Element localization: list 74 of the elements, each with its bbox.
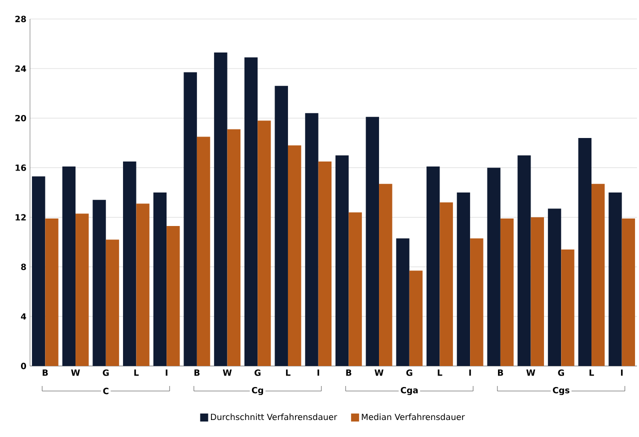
bar <box>548 208 562 366</box>
legend-label: Median Verfahrensdauer <box>362 414 465 420</box>
bar <box>153 192 167 366</box>
bar <box>396 238 410 366</box>
bar <box>335 155 349 366</box>
x-tick-label: W <box>526 370 536 376</box>
bar <box>123 162 136 366</box>
x-tick-label: L <box>286 370 290 376</box>
bar <box>561 250 574 366</box>
bar <box>305 113 318 366</box>
x-tick-label: L <box>438 370 442 376</box>
x-tick-label: I <box>621 370 623 376</box>
bar <box>214 52 228 366</box>
bar <box>166 226 180 366</box>
text: C <box>103 388 108 394</box>
x-tick-label: B <box>346 370 352 376</box>
bar <box>440 202 453 366</box>
x-tick-label: W <box>71 370 80 376</box>
y-tick-label: 4 <box>20 313 26 320</box>
y-tick-label: 28 <box>15 16 26 22</box>
bar <box>258 120 271 366</box>
bar <box>227 129 240 366</box>
x-tick-label: W <box>374 370 384 376</box>
bar <box>578 138 592 366</box>
bar <box>470 238 484 366</box>
bar <box>32 176 46 366</box>
bar <box>530 217 544 366</box>
bar <box>379 184 392 366</box>
bar <box>608 192 622 366</box>
bar <box>184 72 197 366</box>
bar <box>318 162 332 366</box>
y-tick-label: 16 <box>16 164 26 171</box>
x-tick-label: I <box>166 370 168 376</box>
x-tick-label: G <box>406 370 412 376</box>
bar <box>244 57 258 366</box>
x-tick-label: G <box>102 370 109 376</box>
bar <box>274 86 288 366</box>
bar <box>456 192 470 366</box>
text: Cgs <box>552 386 570 396</box>
bar <box>288 145 302 366</box>
x-tick-label: B <box>498 370 504 376</box>
x-tick-label: I <box>318 370 320 376</box>
y-tick-label: 8 <box>21 264 26 270</box>
y-tick-label: 24 <box>15 65 26 72</box>
x-tick-label: G <box>254 370 260 376</box>
bar <box>426 166 440 366</box>
text: Cg <box>252 386 264 396</box>
bar <box>622 218 636 366</box>
x-tick-label: G <box>558 370 564 376</box>
x-tick-label: L <box>590 370 594 376</box>
bar <box>136 204 150 366</box>
x-tick-label: I <box>469 370 471 376</box>
bar <box>591 184 605 366</box>
text: Cga <box>400 386 418 396</box>
bar <box>106 240 120 366</box>
y-tick-label: 12 <box>16 214 26 220</box>
x-tick-label: W <box>222 370 232 376</box>
bar <box>500 218 514 366</box>
legend-label: Durchschnitt Verfahrensdauer <box>210 414 338 420</box>
bar <box>92 200 106 366</box>
y-tick-label: 0 <box>20 362 26 370</box>
bar <box>366 116 380 366</box>
bar <box>45 218 58 366</box>
bar <box>409 270 423 366</box>
x-tick-label: B <box>194 370 200 376</box>
x-tick-label: L <box>134 370 139 376</box>
bar <box>518 155 531 366</box>
bar <box>487 168 500 366</box>
bar <box>196 136 210 366</box>
bar <box>76 214 89 366</box>
bar <box>62 166 76 366</box>
bar <box>348 212 362 366</box>
y-tick-label: 20 <box>15 114 26 122</box>
x-tick-label: B <box>42 370 48 376</box>
